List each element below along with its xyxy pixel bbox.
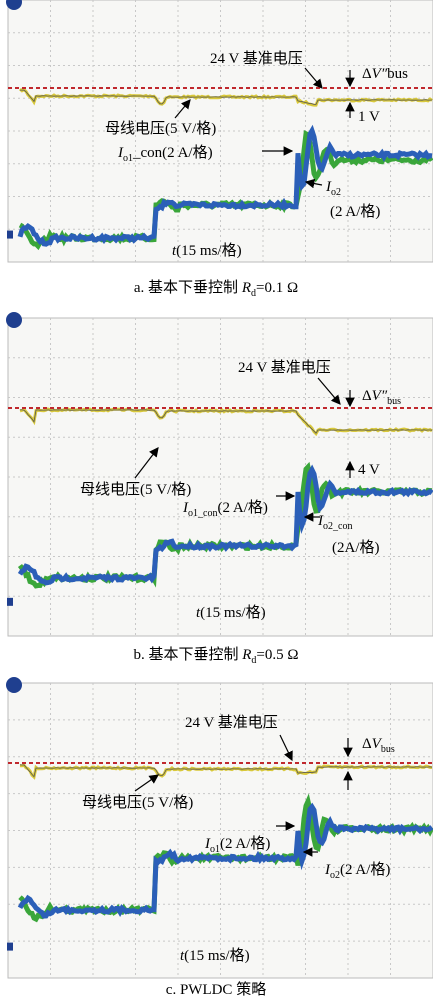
io1-sub: o1	[123, 153, 133, 164]
time-unit: (15 ms/格)	[176, 242, 241, 259]
io1-rest: (2 A/格)	[220, 835, 270, 852]
ref-label: 24 V 基准电压	[238, 359, 331, 376]
bus-label: 母线电压(5 V/格)	[105, 120, 216, 137]
caption: c. PWLDC 策略	[166, 981, 266, 998]
time-unit: (15 ms/格)	[200, 604, 265, 621]
io1-rest: (2 A/格)	[217, 499, 267, 516]
delta-bus: bus	[387, 396, 401, 407]
ch-marker	[6, 677, 22, 693]
io1-rest: _con(2 A/格)	[132, 144, 213, 161]
delta: Δ	[362, 66, 372, 82]
io2-sub: o2	[330, 870, 340, 881]
bus-label: 母线电压(5 V/格)	[82, 794, 193, 811]
delta-v: V″	[372, 388, 388, 404]
svg-text:a. 基本下垂控制 Rd=0.1 Ω: a. 基本下垂控制 Rd=0.1 Ω	[134, 279, 298, 299]
svg-text:b. 基本下垂控制 Rd=0.5 Ω: b. 基本下垂控制 Rd=0.5 Ω	[133, 646, 298, 666]
delta-v: V″	[372, 66, 388, 82]
time-unit: (15 ms/格)	[184, 947, 249, 964]
io2-rest: (2 A/格)	[340, 861, 390, 878]
figure: 24 V 基准电压 ΔV″bus 1 V 母线电压(5 V/格) Io1_con…	[0, 0, 433, 1003]
io2-unit: (2 A/格)	[330, 203, 380, 220]
bus-label: 母线电压(5 V/格)	[80, 481, 191, 498]
caption-r: R	[241, 280, 251, 296]
delta-bus: bus	[381, 744, 395, 755]
io2-sub: o2_con	[323, 521, 352, 532]
waveforms	[6, 0, 433, 978]
caption: b. 基本下垂控制	[133, 646, 242, 663]
caption: a. 基本下垂控制	[134, 279, 242, 296]
caption-rest: =0.5 Ω	[256, 647, 298, 663]
ch-marker	[6, 312, 22, 328]
svg-text:t(15 ms/格): t(15 ms/格)	[172, 242, 242, 259]
ch-tag	[7, 231, 13, 239]
io2-sub: o2	[331, 187, 341, 198]
delta-bus: bus	[387, 66, 408, 82]
drop-label: 1 V	[358, 109, 380, 125]
ref-label: 24 V 基准电压	[185, 714, 278, 731]
caption-rest: =0.1 Ω	[256, 280, 298, 296]
io1-sub: o1_con	[188, 508, 217, 519]
delta: Δ	[362, 388, 372, 404]
io2-unit: (2A/格)	[332, 539, 380, 556]
svg-text:t(15 ms/格): t(15 ms/格)	[196, 604, 266, 621]
ref-label: 24 V 基准电压	[210, 50, 303, 67]
ch-tag	[7, 943, 13, 951]
drop-label: 4 V	[358, 462, 380, 478]
svg-text:ΔV″bus: ΔV″bus	[362, 66, 408, 82]
ch-tag	[7, 598, 13, 606]
delta: Δ	[362, 736, 372, 752]
caption-r: R	[241, 647, 251, 663]
io1-sub: o1	[210, 844, 220, 855]
svg-text:t(15 ms/格): t(15 ms/格)	[180, 947, 250, 964]
